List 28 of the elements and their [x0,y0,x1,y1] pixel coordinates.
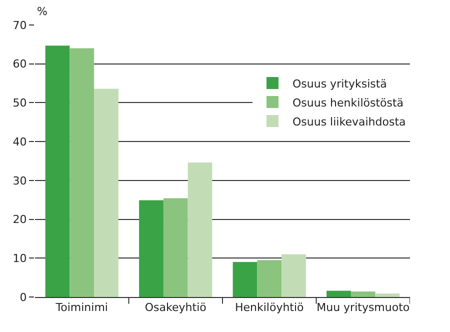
y-tick-label: 70 [12,18,27,32]
bar [282,254,306,297]
bar [163,198,188,297]
legend-label: Osuus henkilöstöstä [292,96,404,110]
bar [375,294,400,297]
y-tick-label: 50 [12,96,27,110]
legend-label: Osuus liikevaihdosta [292,115,406,128]
bar [188,162,212,297]
y-axis-title: % [37,5,48,18]
bar [326,290,351,297]
y-tick-label: 40 [12,135,27,148]
bar [70,48,94,297]
bar [45,46,70,297]
legend-label: Osuus yrityksistä [292,77,387,90]
x-tick-label: Toiminimi [54,301,108,314]
bar [350,292,376,297]
y-tick-label: 30 [12,174,27,188]
bar [232,262,258,297]
y-tick-label: 10 [12,252,27,265]
x-tick-label: Osakeyhtiö [144,301,207,314]
bar [257,260,282,297]
y-tick-label: 0 [20,290,27,304]
x-tick-label: Muu yritysmuoto [316,301,410,314]
x-tick-label: Henkilöyhtiö [234,301,304,314]
bar [139,200,164,297]
bar [94,88,118,297]
y-tick-label: 20 [12,213,27,226]
y-tick-label: 60 [12,58,27,71]
